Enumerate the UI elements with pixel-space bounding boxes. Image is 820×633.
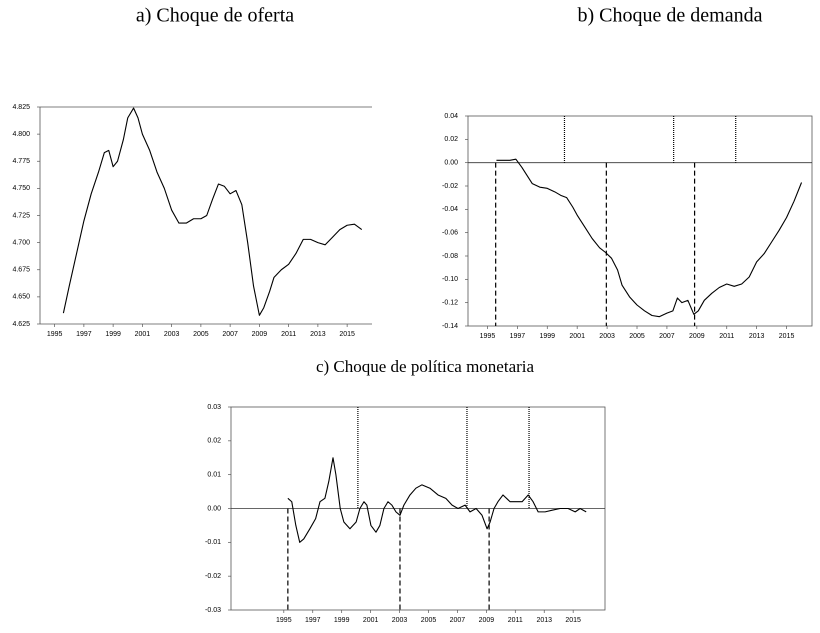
x-tick-label: 2009 [689,333,705,340]
y-tick-label: -0.02 [442,183,458,190]
y-tick-label: 4.650 [12,294,30,301]
y-tick-label: 4.800 [12,131,30,138]
chart-title: b) Choque de demanda [578,5,763,27]
y-tick-label: 4.775 [12,158,30,165]
x-tick-label: 2003 [599,333,615,340]
y-tick-label: 0.02 [444,136,458,143]
y-tick-label: 4.625 [12,321,30,328]
x-tick-label: 1995 [276,617,292,624]
x-tick-label: 2013 [749,333,765,340]
y-tick-label: 4.675 [12,267,30,274]
y-tick-label: -0.12 [442,300,458,307]
x-tick-label: 2015 [565,617,581,624]
y-tick-label: 0.00 [444,160,458,167]
x-tick-label: 2009 [479,617,495,624]
y-tick-label: -0.06 [442,230,458,237]
x-tick-label: 2001 [569,333,585,340]
x-tick-label: 2011 [719,333,734,340]
data-line [287,457,587,543]
y-tick-label: 4.700 [12,239,30,246]
y-tick-label: -0.01 [205,539,221,546]
x-tick-label: 2005 [421,617,437,624]
x-tick-label: 2007 [450,617,466,624]
chart-title: c) Choque de política monetaria [316,357,535,376]
y-tick-label: 4.750 [12,185,30,192]
x-tick-label: 2005 [629,333,645,340]
x-tick-label: 1999 [539,333,555,340]
x-tick-label: 1999 [334,617,350,624]
x-tick-label: 2007 [659,333,675,340]
y-tick-label: 4.825 [12,104,30,111]
x-tick-label: 2003 [164,331,180,338]
data-line [62,107,363,316]
y-tick-label: 0.04 [444,113,458,120]
x-tick-label: 2013 [310,331,326,338]
x-tick-label: 2001 [135,331,151,338]
x-tick-label: 1995 [47,331,63,338]
y-tick-label: 0.01 [207,472,221,479]
x-tick-label: 2015 [339,331,355,338]
x-tick-label: 2003 [392,617,408,624]
y-tick-label: -0.04 [442,206,458,213]
plot-frame [467,115,813,327]
y-tick-label: 0.00 [207,505,221,512]
y-tick-label: -0.08 [442,253,458,260]
x-tick-label: 2013 [536,617,552,624]
x-tick-label: 1995 [480,333,496,340]
data-line [496,158,803,318]
y-tick-label: -0.10 [442,276,458,283]
x-tick-label: 2007 [222,331,238,338]
x-tick-label: 2011 [508,617,523,624]
x-tick-label: 2005 [193,331,209,338]
x-tick-label: 2001 [363,617,379,624]
x-tick-label: 1999 [105,331,121,338]
x-tick-label: 2015 [779,333,795,340]
y-tick-label: 4.725 [12,212,30,219]
chart-title: a) Choque de oferta [136,5,294,27]
y-tick-label: 0.02 [207,438,221,445]
x-tick-label: 1997 [305,617,321,624]
x-tick-label: 2009 [252,331,268,338]
y-tick-label: -0.14 [442,323,458,330]
y-tick-label: -0.02 [205,573,221,580]
y-tick-label: 0.03 [207,404,221,411]
x-tick-label: 2011 [281,331,296,338]
x-tick-label: 1997 [510,333,526,340]
x-tick-label: 1997 [76,331,92,338]
y-tick-label: -0.03 [205,607,221,614]
